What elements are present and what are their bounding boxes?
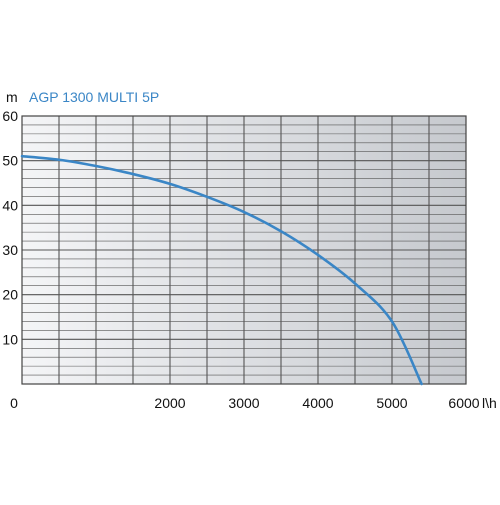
y-tick-labels: 10 20 30 40 50 60 bbox=[2, 108, 18, 347]
x-tick-label: 2000 bbox=[154, 395, 185, 411]
x-tick-label: 4000 bbox=[302, 395, 333, 411]
x-tick-label: 6000 bbox=[448, 395, 479, 411]
y-tick-label: 60 bbox=[2, 108, 18, 124]
y-unit-label: m bbox=[6, 89, 18, 105]
series-curve bbox=[20, 154, 423, 386]
plot-border bbox=[21, 115, 467, 385]
y-tick-label: 10 bbox=[2, 331, 18, 347]
y-tick-label: 20 bbox=[2, 287, 18, 303]
y-tick-label: 40 bbox=[2, 197, 18, 213]
y-tick-label: 50 bbox=[2, 153, 18, 169]
x-unit-label: l\h bbox=[482, 395, 497, 411]
x-tick-label: 3000 bbox=[228, 395, 259, 411]
series-label: AGP 1300 MULTI 5P bbox=[29, 89, 159, 105]
x-tick-label: 5000 bbox=[376, 395, 407, 411]
major-grid bbox=[22, 116, 466, 384]
x-tick-label: 0 bbox=[10, 395, 18, 411]
x-tick-labels: 0 2000 3000 4000 5000 6000 l\h bbox=[10, 395, 497, 411]
y-tick-label: 30 bbox=[2, 242, 18, 258]
